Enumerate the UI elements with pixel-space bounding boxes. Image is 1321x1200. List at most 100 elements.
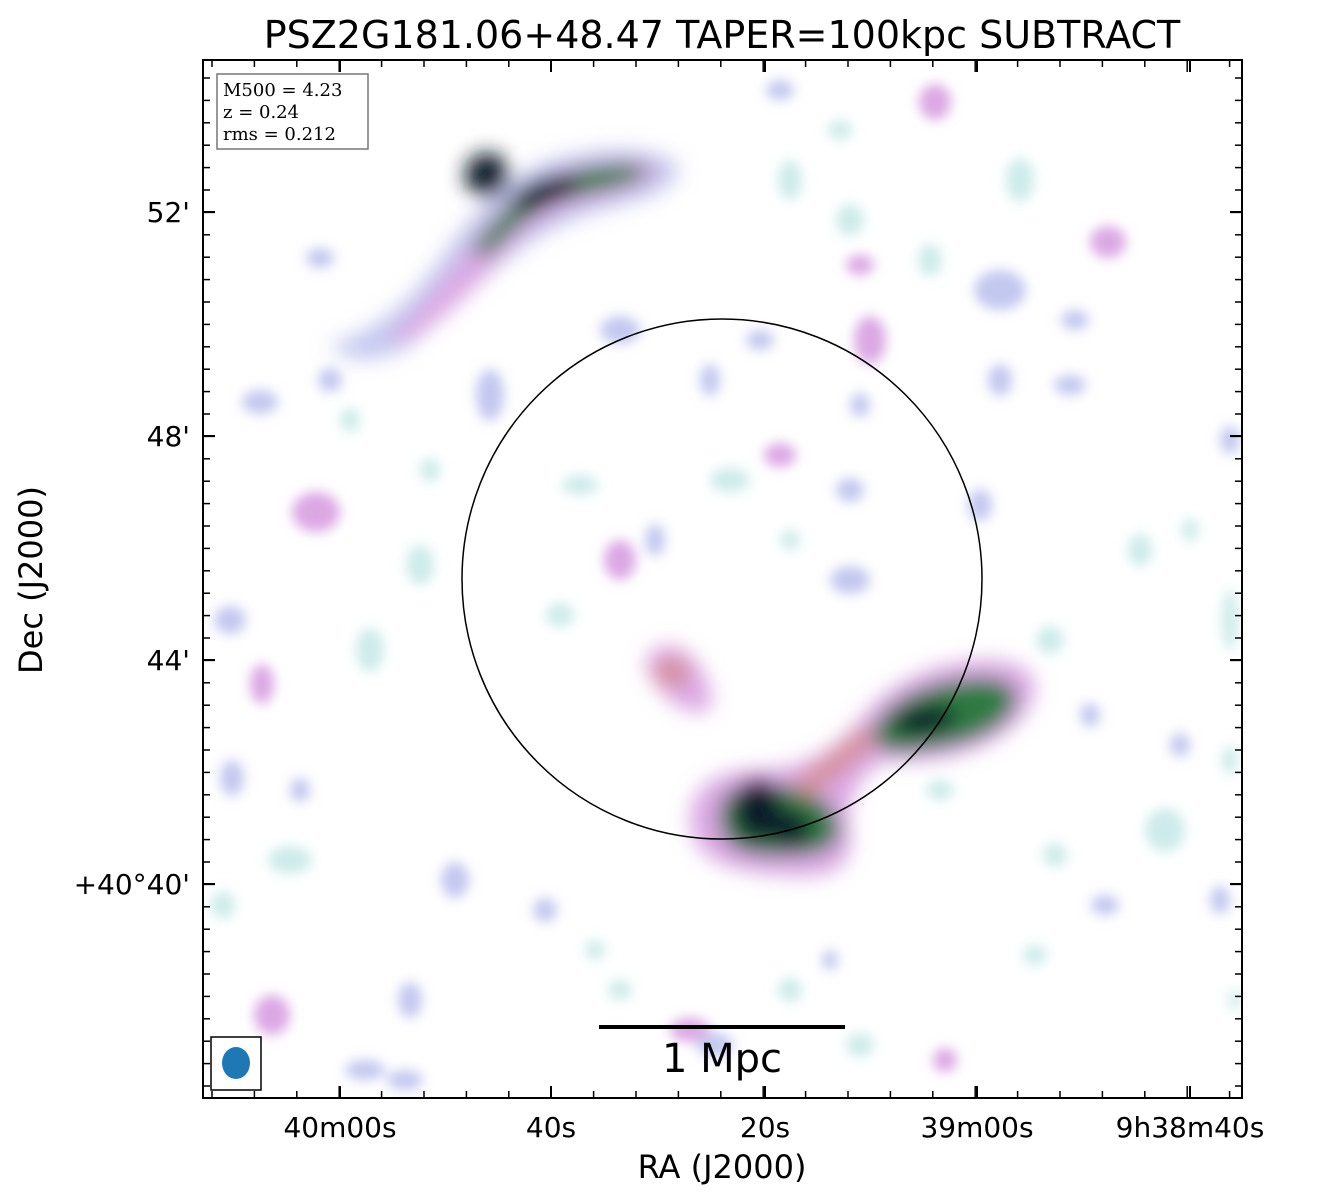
- noise-blob: [1036, 626, 1064, 654]
- noise-blob: [306, 248, 334, 268]
- scale-bar-label: 1 Mpc: [662, 1036, 782, 1082]
- source-central-blob: [645, 645, 712, 713]
- noise-blob: [600, 316, 640, 344]
- noise-blob: [254, 995, 290, 1035]
- noise-blob: [836, 478, 864, 502]
- noise-blob: [406, 545, 434, 585]
- noise-blob: [778, 160, 802, 200]
- noise-blob: [533, 898, 557, 922]
- source-se-relic: [689, 660, 1035, 877]
- noise-blob: [476, 369, 504, 421]
- noise-blob: [974, 270, 1026, 310]
- noise-blob: [836, 204, 864, 236]
- noise-blob: [766, 80, 794, 100]
- info-box: M500 = 4.23 z = 0.24 rms = 0.212: [216, 73, 369, 150]
- noise-blob: [211, 891, 235, 919]
- noise-blob: [1145, 808, 1185, 852]
- noise-blob: [645, 524, 665, 556]
- y-tick-label: +40°40': [74, 868, 190, 901]
- source-nw-relic: [330, 149, 678, 359]
- y-tick-label: 44': [147, 644, 190, 677]
- emission-map: [211, 80, 1241, 1090]
- plot-frame: [202, 59, 1243, 1099]
- noise-blob: [420, 458, 440, 482]
- noise-blob: [780, 530, 800, 550]
- info-redshift: z = 0.24: [223, 102, 299, 123]
- beam-indicator: [210, 1036, 262, 1091]
- y-axis-label: Dec (J2000): [12, 486, 50, 674]
- x-tick-label: 39m00s: [920, 1111, 1033, 1144]
- noise-blob: [764, 443, 796, 467]
- noise-blob: [700, 364, 720, 396]
- noise-blob: [214, 606, 246, 634]
- noise-blob: [854, 316, 886, 364]
- x-tick-labels: 40m00s 40s 20s 39m00s 9h38m40s: [283, 1111, 1264, 1144]
- noise-blob: [850, 393, 870, 417]
- noise-blobs: [211, 80, 1241, 1090]
- noise-blob: [1182, 518, 1198, 542]
- noise-blob: [778, 978, 802, 1002]
- noise-blob: [1061, 310, 1089, 330]
- noise-blob: [387, 1070, 423, 1090]
- noise-blob: [1222, 746, 1238, 774]
- noise-blob: [846, 255, 874, 275]
- noise-blob: [988, 364, 1012, 396]
- noise-blob: [1210, 886, 1230, 914]
- noise-blob: [846, 1033, 874, 1057]
- noise-blob: [822, 950, 838, 970]
- noise-blob: [318, 368, 342, 392]
- chart-title: PSZ2G181.06+48.47 TAPER=100kpc SUBTRACT: [264, 13, 1181, 57]
- noise-blob: [441, 862, 469, 898]
- noise-blob: [340, 408, 360, 432]
- y-tick-label: 48': [147, 420, 190, 453]
- x-tick-label: 20s: [740, 1111, 790, 1144]
- noise-blob: [292, 492, 340, 532]
- x-tick-label: 40s: [526, 1111, 576, 1144]
- x-tick-label: 40m00s: [283, 1111, 396, 1144]
- y-tick-labels: 52' 48' 44' +40°40': [74, 196, 190, 901]
- noise-blob: [1006, 158, 1034, 202]
- noise-blob: [710, 468, 750, 492]
- noise-blob: [1090, 226, 1126, 258]
- noise-blob: [1128, 534, 1152, 566]
- noise-blob: [670, 1018, 710, 1042]
- noise-blob: [1229, 990, 1241, 1010]
- info-box-frame: [216, 73, 369, 150]
- noise-blob: [604, 540, 636, 580]
- plot-area: [203, 60, 1242, 1098]
- r500-circle: [461, 318, 983, 840]
- noise-blob: [608, 980, 632, 1000]
- noise-blob: [746, 330, 774, 350]
- axis-ticks: [203, 60, 1242, 1098]
- noise-blob: [1080, 703, 1100, 727]
- noise-blob: [398, 982, 422, 1018]
- noise-blob: [1043, 843, 1067, 867]
- noise-blob: [220, 760, 244, 796]
- noise-blob: [268, 846, 312, 874]
- noise-blob: [830, 566, 870, 594]
- noise-blob: [356, 628, 384, 672]
- noise-blob: [926, 780, 954, 800]
- noise-blob: [546, 603, 574, 627]
- noise-blob: [290, 778, 310, 802]
- noise-blob: [697, 1033, 733, 1057]
- y-tick-label: 52': [147, 196, 190, 229]
- noise-blob: [242, 390, 278, 414]
- x-axis-label: RA (J2000): [638, 1148, 807, 1186]
- noise-blob: [918, 244, 942, 276]
- noise-blob: [1222, 590, 1238, 650]
- noise-blob: [1220, 426, 1240, 454]
- x-tick-label: 9h38m40s: [1116, 1111, 1265, 1144]
- noise-blob: [828, 120, 852, 140]
- noise-blob: [1023, 945, 1047, 965]
- noise-blob: [1091, 895, 1119, 915]
- noise-blob: [562, 475, 598, 495]
- noise-blob: [1054, 375, 1086, 395]
- info-rms: rms = 0.212: [223, 124, 336, 145]
- beam-ellipse: [222, 1047, 250, 1079]
- noise-blob: [1170, 733, 1190, 757]
- noise-blob: [585, 940, 605, 960]
- scale-bar: 1 Mpc: [599, 1025, 845, 1082]
- noise-blob: [933, 1048, 957, 1072]
